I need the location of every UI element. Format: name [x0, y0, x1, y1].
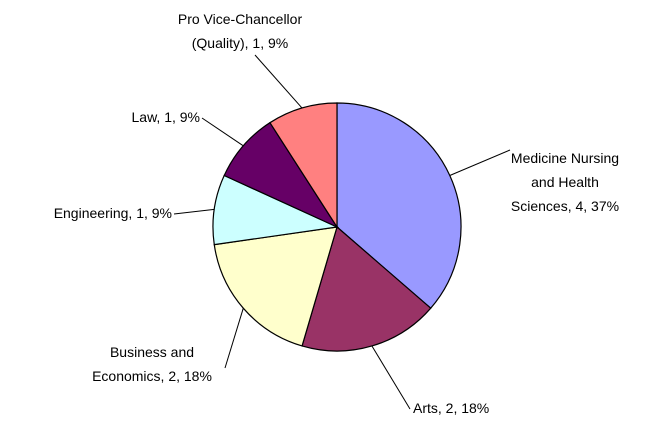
- leader-line: [254, 54, 303, 109]
- leader-line: [371, 345, 411, 410]
- data-label: Business and Economics, 2, 18%: [92, 344, 212, 384]
- leader-line: [173, 208, 215, 215]
- pie-slice: [213, 226, 338, 347]
- data-label: Pro Vice-Chancellor (Quality), 1, 9%: [178, 11, 303, 51]
- data-label: Arts, 2, 18%: [413, 400, 489, 416]
- leader-line: [201, 117, 244, 147]
- pie-slice: [336, 102, 462, 310]
- data-label: Engineering, 1, 9%: [54, 205, 172, 221]
- leader-line: [449, 149, 511, 176]
- data-label: Medicine Nursing and Health Sciences, 4, 3…: [511, 150, 619, 214]
- data-label: Law, 1, 9%: [132, 109, 201, 125]
- pie-slice: [269, 102, 338, 230]
- leader-line: [224, 308, 244, 369]
